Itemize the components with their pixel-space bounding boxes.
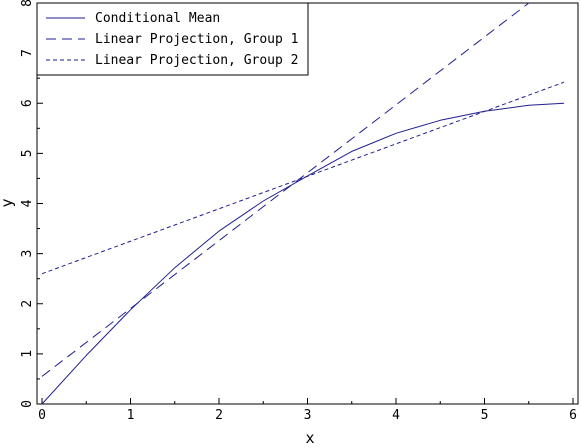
y-tick-label: 8: [20, 0, 35, 7]
legend: Conditional Mean Linear Projection, Grou…: [36, 2, 309, 76]
legend-label-group-2: Linear Projection, Group 2: [95, 53, 299, 68]
series-line-group-2: [41, 81, 565, 275]
y-tick-label: 5: [20, 149, 35, 157]
x-tick-label: 1: [127, 408, 135, 423]
legend-label-conditional-mean: Conditional Mean: [95, 11, 220, 26]
x-tick-label: 3: [304, 408, 312, 423]
series-lines: [41, 2, 565, 405]
x-axis-label: x: [305, 429, 314, 447]
x-tick-label: 4: [392, 408, 400, 423]
y-tick-label: 1: [20, 350, 35, 358]
legend-label-group-1: Linear Projection, Group 1: [95, 32, 299, 47]
x-tick-label: 5: [481, 408, 489, 423]
series-line-conditional-mean: [41, 102, 565, 405]
y-tick-label: 3: [20, 250, 35, 258]
y-tick-label: 7: [20, 49, 35, 57]
tick-labels: 0 1 2 3 4 5 6 0 1 2 3 4 5 6 7 8: [20, 0, 577, 423]
y-axis-label: y: [0, 198, 16, 207]
x-tick-label: 2: [215, 408, 223, 423]
series-line-group-1: [41, 2, 530, 377]
y-tick-label: 0: [20, 400, 35, 408]
x-tick-label: 0: [38, 408, 46, 423]
y-tick-label: 2: [20, 300, 35, 308]
y-tick-label: 6: [20, 99, 35, 107]
y-tick-label: 4: [20, 199, 35, 207]
x-tick-label: 6: [569, 408, 577, 423]
